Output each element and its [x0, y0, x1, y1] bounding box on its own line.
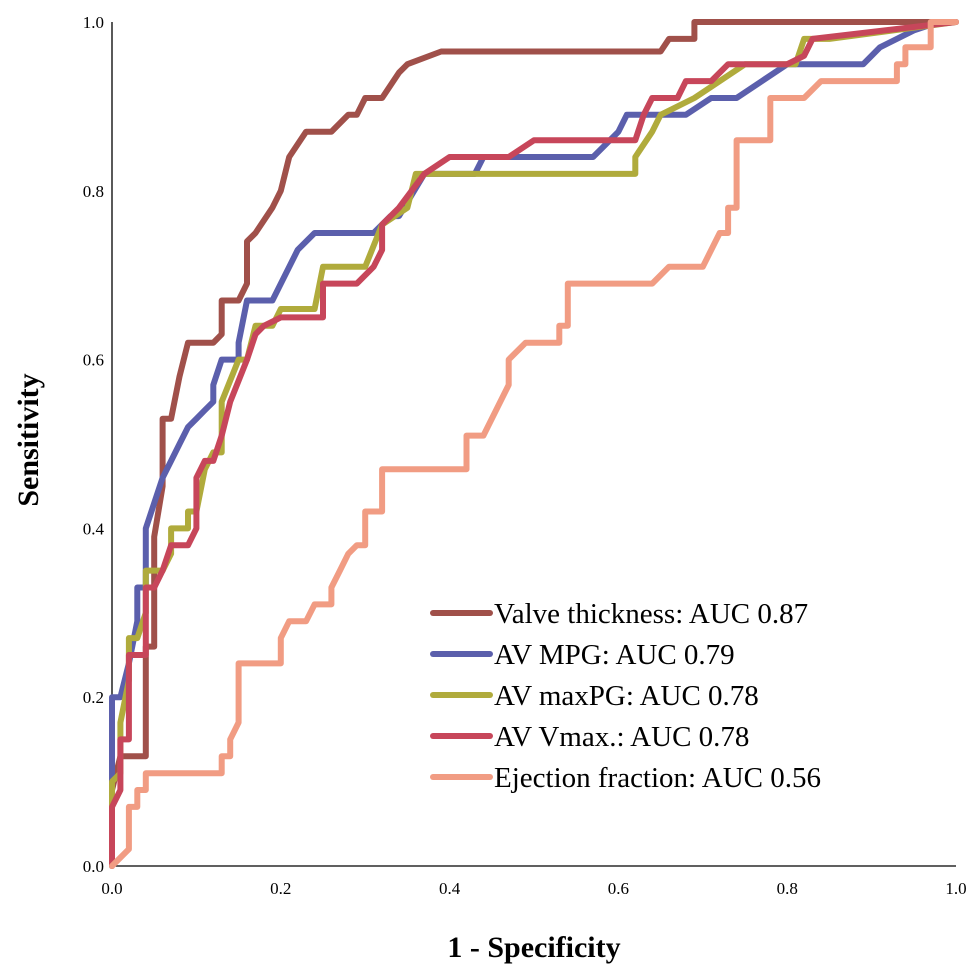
- y-tick-label: 0.6: [83, 351, 104, 370]
- series-line-1: [109, 19, 959, 869]
- y-axis-title: Sensitivity: [12, 373, 45, 506]
- legend-label-3: AV maxPG: AUC 0.78: [494, 680, 759, 712]
- x-tick-label: 0.6: [608, 879, 629, 898]
- legend-label-2: AV MPG: AUC 0.79: [494, 639, 735, 671]
- x-tick-label: 1.0: [945, 879, 966, 898]
- legend-label-4: AV Vmax.: AUC 0.78: [494, 721, 749, 753]
- x-tick-label: 0.4: [439, 879, 461, 898]
- x-tick-label: 0.8: [777, 879, 798, 898]
- legend: Valve thickness: AUC 0.87 AV MPG: AUC 0.7…: [430, 598, 821, 794]
- x-tick-labels: 0.0 0.2 0.4 0.6 0.8 1.0: [101, 879, 966, 898]
- series-line-4: [109, 19, 959, 869]
- y-tick-label: 1.0: [83, 13, 104, 32]
- series-line-5: [109, 19, 959, 869]
- legend-label-5: Ejection fraction: AUC 0.56: [494, 762, 821, 794]
- x-tick-label: 0.0: [101, 879, 122, 898]
- legend-label-1: Valve thickness: AUC 0.87: [494, 598, 808, 630]
- x-axis-title: 1 - Specificity: [447, 931, 620, 964]
- series-lines: [109, 19, 959, 869]
- y-tick-label: 0.8: [83, 182, 104, 201]
- y-tick-labels: 0.0 0.2 0.4 0.6 0.8 1.0: [83, 13, 105, 876]
- y-tick-label: 0.0: [83, 857, 104, 876]
- x-tick-label: 0.2: [270, 879, 291, 898]
- y-tick-label: 0.2: [83, 688, 104, 707]
- y-tick-label: 0.4: [83, 519, 105, 538]
